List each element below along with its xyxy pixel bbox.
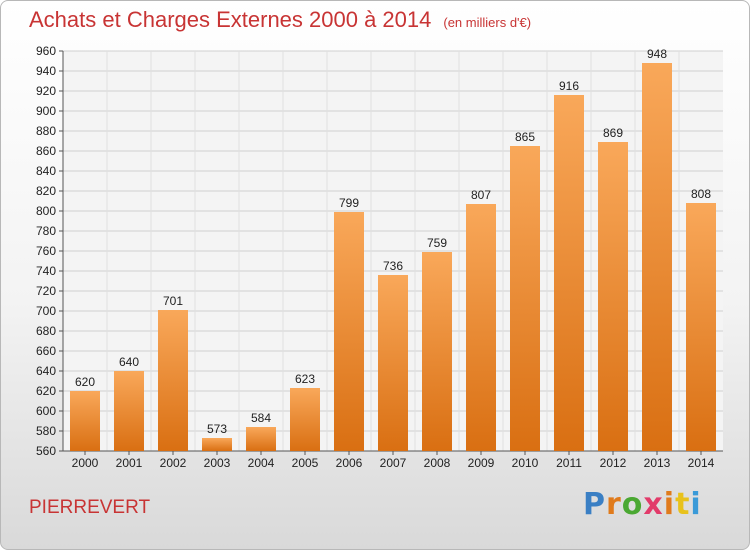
x-tick-label: 2011 (556, 456, 582, 470)
x-tick-label: 2002 (160, 456, 187, 470)
logo-letter: o (621, 487, 644, 522)
bar-2013 (642, 63, 672, 451)
y-tick-label: 900 (36, 104, 56, 118)
bar-2008 (422, 252, 452, 451)
bar-value-label: 916 (559, 79, 579, 93)
y-tick-label: 800 (36, 204, 56, 218)
y-tick-label: 960 (36, 44, 56, 58)
bar-value-label: 807 (471, 188, 491, 202)
y-tick-label: 580 (36, 424, 56, 438)
bar-2005 (290, 388, 320, 451)
y-tick-label: 860 (36, 144, 56, 158)
bar-2000 (70, 391, 100, 451)
x-tick-label: 2007 (380, 456, 407, 470)
y-tick-label: 700 (36, 304, 56, 318)
bar-value-label: 759 (427, 236, 447, 250)
bar-value-label: 948 (647, 47, 667, 61)
y-tick-label: 920 (36, 84, 56, 98)
logo-letter: i (663, 487, 676, 522)
bar-value-label: 620 (75, 375, 95, 389)
bar-2010 (510, 146, 540, 451)
title-unit: (en milliers d'€) (443, 15, 532, 30)
bar-2011 (554, 95, 584, 451)
bar-value-label: 865 (515, 130, 535, 144)
x-tick-label: 2010 (512, 456, 539, 470)
commune-name: PIERREVERT (29, 497, 151, 518)
bar-value-label: 869 (603, 126, 623, 140)
bar-2014 (686, 203, 716, 451)
bar-value-label: 808 (691, 187, 711, 201)
bar-value-label: 640 (119, 355, 139, 369)
y-tick-label: 760 (36, 244, 56, 258)
x-tick-label: 2009 (468, 456, 495, 470)
logo-letter: x (643, 487, 664, 522)
y-tick-label: 740 (36, 264, 56, 278)
bar-2012 (598, 142, 628, 451)
y-tick-label: 880 (36, 124, 56, 138)
bar-2004 (246, 427, 276, 451)
bar-value-label: 736 (383, 259, 403, 273)
x-tick-label: 2005 (292, 456, 319, 470)
x-tick-label: 2006 (336, 456, 363, 470)
y-tick-label: 680 (36, 324, 56, 338)
bar-value-label: 573 (207, 422, 227, 436)
y-tick-label: 560 (36, 444, 56, 458)
chart-title: Achats et Charges Externes 2000 à 2014 (e… (29, 7, 531, 33)
y-tick-label: 820 (36, 184, 56, 198)
x-tick-label: 2013 (644, 456, 671, 470)
logo-letter: i (690, 487, 702, 522)
y-tick-label: 640 (36, 364, 56, 378)
logo-letter: P (583, 487, 606, 522)
x-tick-label: 2003 (204, 456, 231, 470)
title-text: Achats et Charges Externes 2000 à 2014 (29, 7, 432, 32)
x-tick-label: 2014 (688, 456, 715, 470)
x-tick-label: 2008 (424, 456, 451, 470)
labels: 560 580 600 620 640 660 680 700 720 740 760 780 800 8… (36, 44, 715, 470)
bar-2006 (334, 212, 364, 451)
bar-value-label: 701 (163, 294, 183, 308)
x-tick-label: 2000 (72, 456, 99, 470)
x-tick-label: 2001 (116, 456, 143, 470)
bar-2003 (202, 438, 232, 451)
bar-2002 (158, 310, 188, 451)
bar-2007 (378, 275, 408, 451)
bar-value-label: 623 (295, 372, 315, 386)
x-tick-label: 2012 (600, 456, 627, 470)
bars (70, 63, 716, 451)
bar-value-label: 799 (339, 196, 359, 210)
y-tick-label: 780 (36, 224, 56, 238)
bar-2001 (114, 371, 144, 451)
y-tick-label: 940 (36, 64, 56, 78)
y-tick-label: 840 (36, 164, 56, 178)
x-tick-label: 2004 (248, 456, 275, 470)
y-tick-label: 720 (36, 284, 56, 298)
y-tick-label: 600 (36, 404, 56, 418)
logo-letter: t (675, 487, 691, 522)
logo-letter: r (606, 487, 622, 522)
bar-value-label: 584 (251, 411, 271, 425)
bar-2009 (466, 204, 496, 451)
y-tick-label: 620 (36, 384, 56, 398)
y-tick-label: 660 (36, 344, 56, 358)
proxiti-logo: Proxiti (583, 487, 702, 522)
